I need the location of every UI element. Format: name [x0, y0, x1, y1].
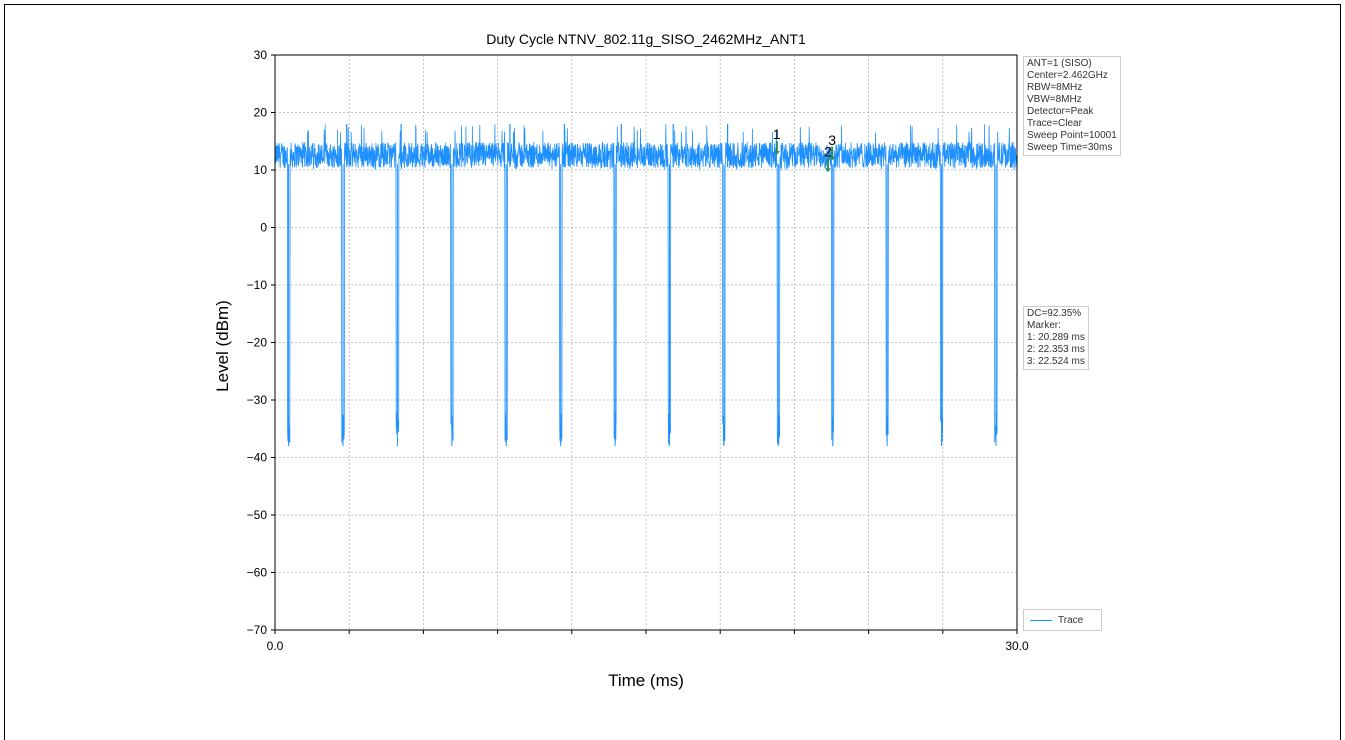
- y-tick-label: −40: [247, 451, 268, 465]
- y-tick-label: 10: [254, 163, 268, 177]
- info-trace: Trace=Clear: [1027, 118, 1082, 129]
- x-tick-label: 30.0: [1005, 639, 1029, 653]
- dc-value: DC=92.35%: [1027, 308, 1082, 319]
- x-tick-label: 0.0: [267, 639, 284, 653]
- y-tick-label: −30: [247, 393, 268, 407]
- legend-trace-label: Trace: [1058, 614, 1084, 626]
- page-frame: [4, 4, 1341, 740]
- legend: Trace: [1023, 609, 1102, 631]
- y-tick-label: −70: [247, 623, 268, 637]
- info-vbw: VBW=8MHz: [1027, 94, 1082, 105]
- trace-line: [274, 124, 1018, 446]
- marker-3-time: 3: 22.524 ms: [1027, 356, 1085, 367]
- legend-trace-swatch: [1030, 619, 1052, 621]
- info-rbw: RBW=8MHz: [1027, 82, 1083, 93]
- grid-layer: [275, 55, 1017, 630]
- y-tick-label: 20: [254, 106, 268, 120]
- marker-3-arrow: [829, 156, 836, 161]
- y-tick-label: −60: [247, 566, 268, 580]
- y-tick-label: −10: [247, 278, 268, 292]
- marker-1-label: 1: [773, 126, 781, 142]
- info-detector: Detector=Peak: [1027, 106, 1094, 117]
- info-ant: ANT=1 (SISO): [1027, 58, 1092, 69]
- marker-2-arrow: [824, 168, 831, 173]
- marker-1-time: 1: 20.289 ms: [1027, 332, 1085, 343]
- y-tick-label: −20: [247, 336, 268, 350]
- info-sweep-point: Sweep Point=10001: [1027, 130, 1117, 141]
- duty-cycle-box: DC=92.35% Marker: 1: 20.289 ms 2: 22.353…: [1023, 306, 1089, 370]
- axis-layer: 30 20 10 0 −10 −20 −30 −40 −50 −60 −70 0.0 30.0: [247, 48, 1029, 653]
- x-axis-label: Time (ms): [608, 671, 684, 690]
- marker-heading: Marker:: [1027, 320, 1061, 331]
- y-tick-label: 30: [254, 48, 268, 62]
- info-center: Center=2.462GHz: [1027, 70, 1108, 81]
- measurement-info-box: ANT=1 (SISO) Center=2.462GHz RBW=8MHz VB…: [1023, 56, 1121, 156]
- marker-layer: 1 23: [773, 126, 836, 173]
- y-axis-label: Level (dBm): [213, 300, 232, 392]
- y-tick-label: −50: [247, 508, 268, 522]
- chart-title: Duty Cycle NTNV_802.11g_SISO_2462MHz_ANT…: [486, 31, 806, 47]
- info-sweep-time: Sweep Time=30ms: [1027, 142, 1113, 153]
- series-trace: [274, 124, 1018, 446]
- marker-1-arrow: [773, 151, 780, 155]
- marker-2-label: 2: [824, 143, 832, 159]
- marker-2-time: 2: 22.353 ms: [1027, 344, 1085, 355]
- y-tick-label: 0: [260, 221, 267, 235]
- marker-3-label: 3: [828, 132, 836, 148]
